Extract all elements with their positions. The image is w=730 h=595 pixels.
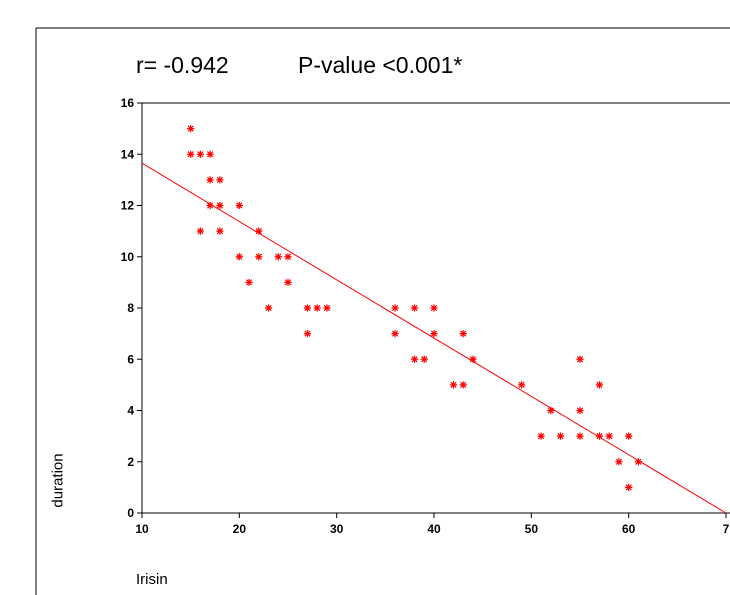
x-tick-label: 60 [622, 522, 636, 536]
data-point [625, 432, 633, 440]
data-point [216, 176, 224, 184]
data-point [245, 278, 253, 286]
data-point [459, 381, 467, 389]
data-point [391, 304, 399, 312]
data-point [303, 304, 312, 312]
y-tick-label: 8 [127, 301, 134, 315]
data-point [206, 201, 214, 210]
data-point [615, 458, 623, 466]
data-point [547, 406, 555, 415]
data-point [216, 201, 224, 210]
data-point [595, 432, 604, 440]
data-point [284, 253, 292, 261]
data-point [518, 381, 526, 389]
data-point [605, 432, 613, 440]
x-axis-label: Irisin [136, 571, 168, 588]
data-point [284, 278, 292, 286]
data-point [216, 227, 224, 235]
y-tick-label: 0 [127, 506, 134, 520]
data-point [313, 304, 321, 312]
y-tick-label: 12 [121, 199, 135, 213]
data-point [576, 355, 584, 363]
data-point [430, 330, 438, 338]
data-point [625, 483, 633, 491]
data-point [430, 304, 438, 312]
data-point [537, 432, 545, 440]
regression-line [141, 162, 727, 514]
x-tick-label: 30 [330, 522, 344, 536]
x-tick-label: 50 [525, 522, 539, 536]
data-point [634, 458, 642, 466]
x-tick-label: 20 [233, 522, 247, 536]
data-point [410, 355, 419, 363]
y-tick-label: 4 [127, 404, 134, 418]
data-point [459, 330, 467, 338]
data-point [255, 227, 263, 235]
data-point [595, 381, 604, 389]
y-tick-label: 10 [121, 250, 135, 264]
y-tick-label: 2 [127, 455, 134, 469]
data-point [323, 304, 331, 312]
y-tick-label: 16 [121, 96, 135, 110]
data-point [235, 201, 243, 210]
data-point [576, 432, 584, 440]
x-tick-label: 40 [427, 522, 441, 536]
data-point [206, 150, 214, 158]
data-point [235, 253, 243, 261]
y-tick-label: 14 [121, 147, 135, 161]
data-point [255, 253, 263, 261]
data-point [556, 432, 565, 440]
data-point [576, 406, 584, 415]
data-point [420, 355, 428, 363]
data-point [264, 304, 273, 312]
y-axis-label: duration [49, 453, 67, 508]
x-tick-label: 7 [723, 522, 730, 536]
data-point [196, 150, 204, 158]
y-tick-label: 6 [127, 352, 134, 366]
data-point [196, 227, 204, 235]
x-tick-label: 10 [135, 522, 149, 536]
data-point [391, 330, 399, 338]
data-point [206, 176, 214, 184]
data-point [410, 304, 419, 312]
data-point [187, 150, 195, 158]
data-point [469, 355, 477, 363]
data-point [274, 253, 282, 261]
p-value-text: P-value <0.001* [298, 52, 463, 78]
data-point [449, 381, 458, 389]
plot-area: 0 2 4 6 8 10 12 14 16 10 20 30 40 50 60 7 [121, 96, 730, 536]
correlation-r-text: r= -0.942 [136, 52, 229, 78]
data-point [187, 125, 195, 133]
data-point [303, 330, 312, 338]
